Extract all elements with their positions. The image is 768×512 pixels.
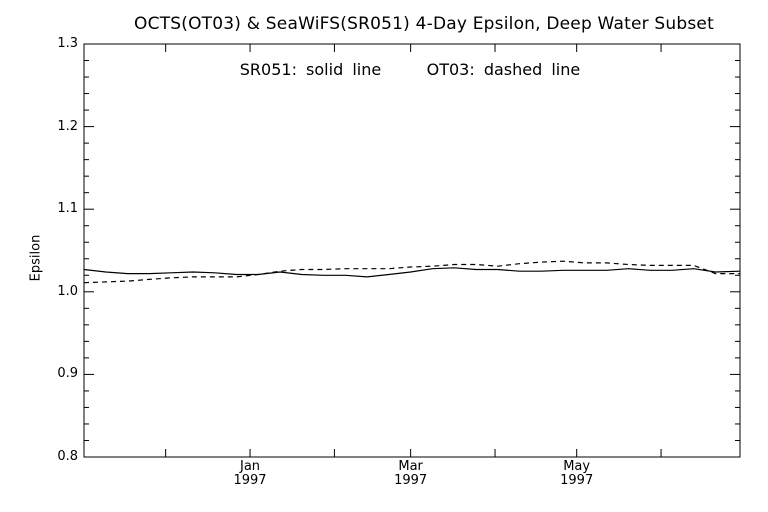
series-line-sr051: [83, 267, 741, 278]
series-layer: [83, 260, 741, 284]
axis-ticks: [84, 43, 740, 458]
x-tick-label: May 1997: [547, 460, 607, 488]
y-tick-label: 0.9: [57, 366, 78, 382]
x-tick-label: Jan 1997: [220, 460, 280, 488]
y-axis-label: Epsilon: [28, 234, 44, 282]
legend-text: SR051: solid line OT03: dashed line: [80, 60, 740, 79]
x-tick-label-month: Jan: [240, 459, 261, 474]
y-tick-label: 1.3: [57, 36, 78, 51]
x-tick-label-year: 1997: [233, 473, 267, 488]
plot-frame: [83, 43, 741, 458]
y-tick-label: 1.2: [57, 118, 78, 134]
x-tick-label-year: 1997: [560, 473, 594, 488]
chart-title: OCTS(OT03) & SeaWiFS(SR051) 4-Day Epsilo…: [134, 14, 714, 34]
legend-solid-label: SR051: solid line: [239, 60, 382, 79]
legend-dashed-label: OT03: dashed line: [426, 60, 581, 79]
y-tick-label: 1.0: [57, 283, 78, 299]
x-tick-label-month: Mar: [398, 459, 423, 474]
x-tick-label-year: 1997: [394, 473, 428, 488]
y-tick-label: 1.1: [57, 201, 78, 217]
x-tick-label-month: May: [563, 459, 591, 474]
x-tick-label: Mar 1997: [381, 460, 441, 488]
y-tick-label: 0.8: [57, 449, 78, 464]
series-line-ot03: [83, 260, 740, 284]
